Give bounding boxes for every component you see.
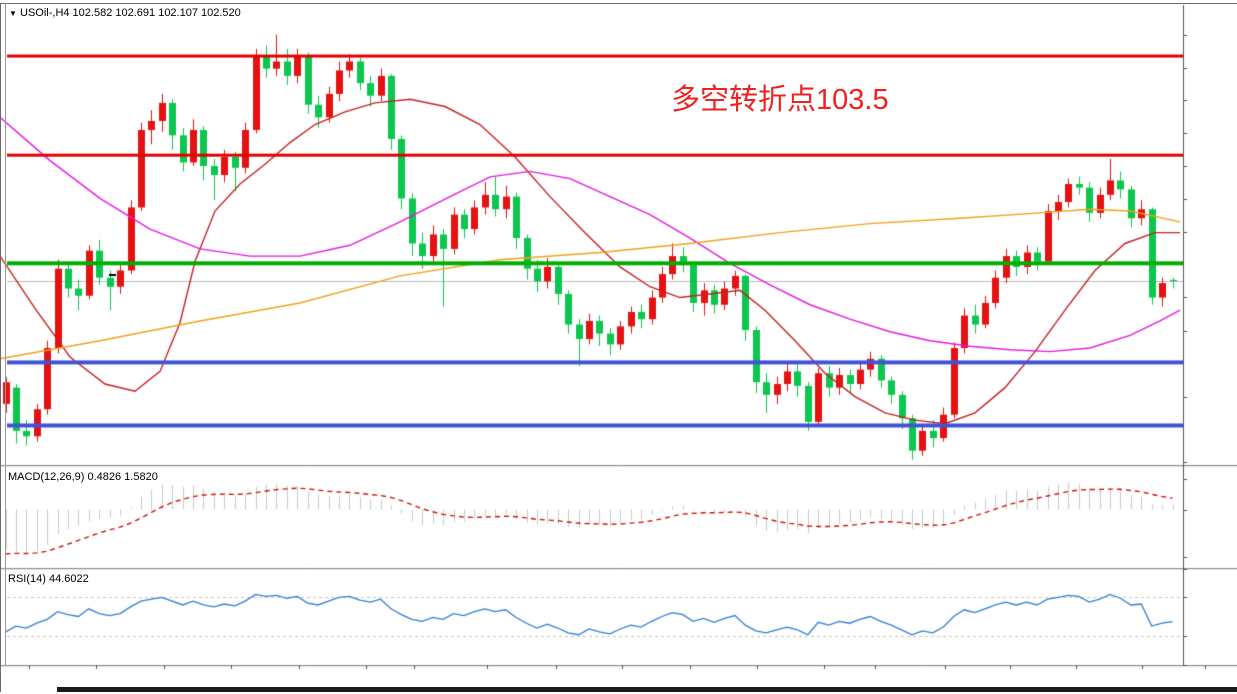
- chart-title-ohlc: USOil-,H4 102.582 102.691 102.107 102.52…: [20, 7, 241, 19]
- rsi-indicator-label: RSI(14) 44.6022: [8, 573, 89, 585]
- top-border: [0, 3, 1237, 4]
- time-axis[interactable]: 16 Mar 202217 Mar 22:0021 Mar 00:0022 Ma…: [0, 666, 1237, 686]
- left-border-inner: [5, 3, 6, 665]
- chart-text-annotation[interactable]: 多空转折点103.5: [671, 84, 889, 116]
- macd-indicator-label: MACD(12,26,9) 0.4826 1.5820: [8, 471, 158, 483]
- bottom-scroll-bar[interactable]: [57, 687, 1237, 692]
- left-border-outer: [0, 3, 1, 692]
- price-axis[interactable]: 116.180114.365112.550110.735108.920107.0…: [1183, 0, 1237, 666]
- symbol-dropdown-icon[interactable]: ▼: [9, 9, 17, 18]
